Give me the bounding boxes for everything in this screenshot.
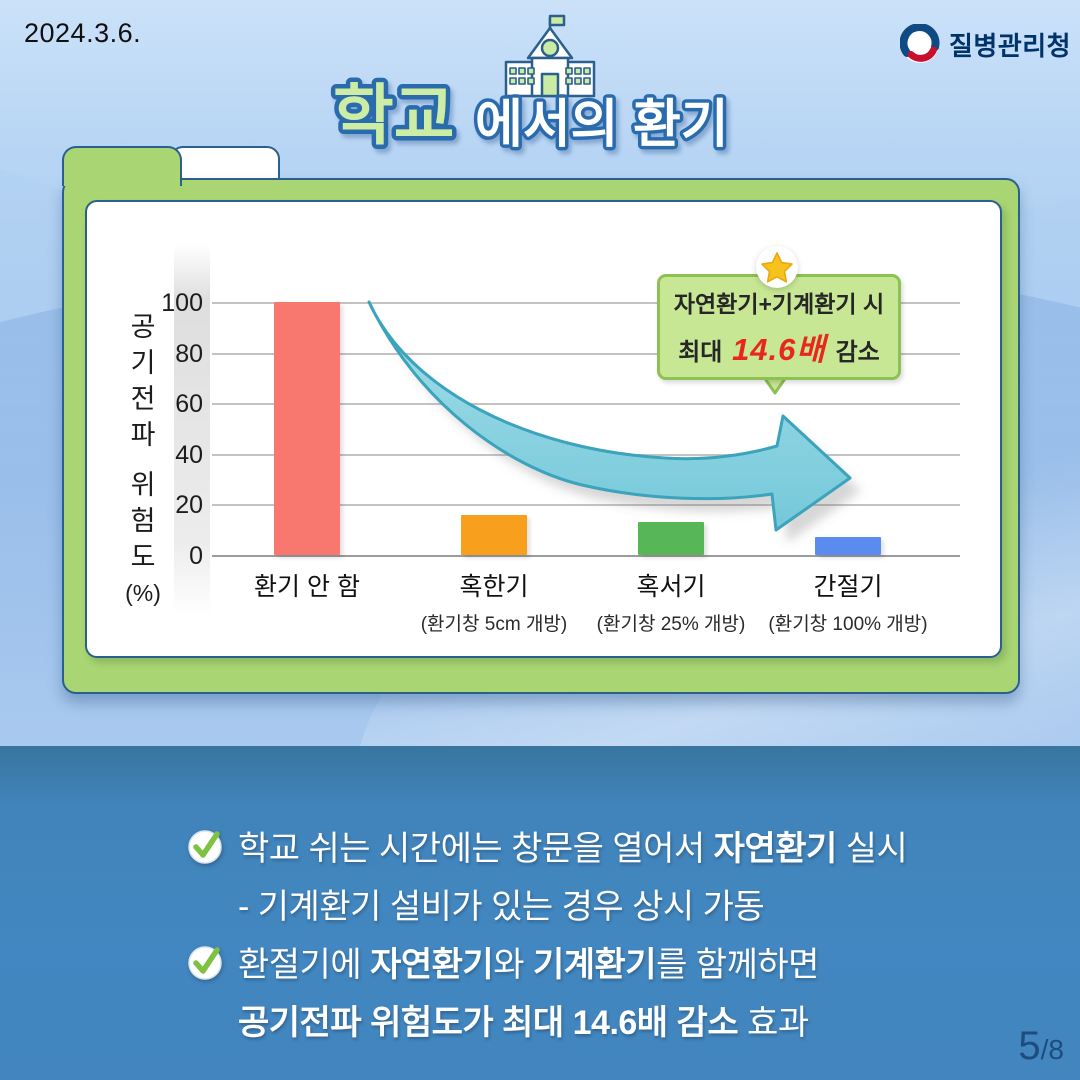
- kdca-logo: 질병관리청: [900, 24, 1071, 64]
- category-label: 혹한기 (환기창 5cm 개방): [399, 567, 589, 636]
- date-label: 2024.3.6.: [24, 18, 142, 48]
- star-icon: [756, 246, 798, 288]
- check-icon: [188, 830, 222, 864]
- annotation-callout: 자연환기+기계환기 시 최대 14.6배 감소: [657, 274, 901, 380]
- note-line: 공기전파 위험도가 최대 14.6배 감소 효과: [238, 994, 819, 1052]
- note-item: 학교 쉬는 시간에는 창문을 열어서 자연환기 실시 - 기계환기 설비가 있는 …: [186, 820, 908, 936]
- note-plaintext: 와: [493, 946, 533, 984]
- note-emphasis: 자연환기: [370, 946, 494, 984]
- gridline: [212, 403, 960, 406]
- y-tick-label: 0: [189, 542, 203, 570]
- note-plaintext: 환절기에: [238, 946, 371, 984]
- y-axis-title-char: 도: [130, 542, 156, 572]
- callout-line2: 최대 14.6배 감소: [678, 324, 880, 369]
- taegeuk-icon: [900, 24, 940, 63]
- title-green-part: 학교: [333, 78, 454, 152]
- note-text: 환절기에 자연환기와 기계환기를 함께하면 공기전파 위험도가 최대 14.6배 …: [238, 936, 819, 1052]
- y-axis-title-char: (%): [125, 580, 161, 606]
- page-number: 5/8: [1018, 1024, 1064, 1069]
- note-emphasis: 기계환기: [532, 946, 657, 984]
- note-plaintext: 학교 쉬는 시간에는 창문을 열어서: [238, 830, 714, 868]
- bar-1: [461, 514, 527, 555]
- school-icon: [504, 14, 596, 98]
- page-current: 5: [1018, 1024, 1041, 1068]
- page-title: 학교 에서의 환기: [329, 74, 733, 158]
- gridline: [212, 352, 960, 355]
- note-emphasis: 자연환기: [713, 830, 838, 868]
- y-tick-label: 60: [175, 390, 203, 419]
- y-axis-title-char: 파: [130, 420, 156, 450]
- y-axis-title-char: 기: [130, 348, 156, 378]
- note-plaintext: 를 함께하면: [656, 946, 819, 984]
- callout-prefix: 최대: [678, 339, 723, 366]
- note-text: 학교 쉬는 시간에는 창문을 열어서 자연환기 실시 - 기계환기 설비가 있는 …: [238, 820, 908, 936]
- y-tick-label: 40: [175, 440, 203, 469]
- note-line: 환절기에 자연환기와 기계환기를 함께하면: [238, 936, 819, 994]
- y-axis-title-char: 전: [130, 384, 156, 414]
- note-line: - 기계환기 설비가 있는 경우 상시 가동: [238, 878, 907, 936]
- category-name: 혹서기: [636, 573, 706, 601]
- y-axis-title-char: 공: [130, 312, 156, 342]
- bottom-section-background: [0, 746, 1080, 1080]
- check-icon: [188, 946, 222, 980]
- bar-2: [638, 522, 704, 555]
- gridline: [212, 504, 960, 507]
- folder-tab-front: [62, 146, 182, 186]
- category-subtext: (환기창 100% 개방): [768, 614, 928, 635]
- note-emphasis: 공기전파 위험도가 최대 14.6배 감소: [238, 1004, 739, 1042]
- callout-suffix: 감소: [835, 339, 880, 366]
- note-plaintext: - 기계환기 설비가 있는 경우 상시 가동: [238, 888, 765, 926]
- category-subtext: (환기창 5cm 개방): [420, 614, 568, 635]
- category-label: 간절기 (환기창 100% 개방): [753, 567, 943, 636]
- gridline: [212, 302, 960, 304]
- category-label: 환기 안 함: [212, 567, 402, 603]
- gridline: [212, 555, 960, 557]
- y-tick-label: 20: [175, 491, 203, 520]
- note-item: 환절기에 자연환기와 기계환기를 함께하면 공기전파 위험도가 최대 14.6배 …: [186, 936, 819, 1052]
- category-subtext: (환기창 25% 개방): [596, 614, 746, 635]
- page-total: /8: [1040, 1034, 1064, 1065]
- y-axis-title: 공 기 전 파 위 험 도 (%): [125, 314, 161, 616]
- category-name: 간절기: [813, 573, 883, 601]
- chart-panel: 공 기 전 파 위 험 도 (%) 100 80 60 40 20 0 환기 안 함 혹한기 (환기창 5c…: [85, 200, 1002, 658]
- decrease-arrow: [367, 300, 861, 543]
- y-axis-title-char: 위: [130, 470, 156, 500]
- note-plaintext: 효과: [738, 1004, 809, 1042]
- note-plaintext: 실시: [836, 830, 908, 868]
- note-line: 학교 쉬는 시간에는 창문을 열어서 자연환기 실시: [238, 820, 908, 878]
- org-name: 질병관리청: [949, 30, 1072, 61]
- y-axis-title-char: 험: [130, 506, 156, 536]
- callout-line1: 자연환기+기계환기 시: [673, 291, 885, 317]
- category-name: 혹한기: [459, 573, 529, 601]
- y-tick-label: 80: [175, 339, 203, 368]
- bar-3: [815, 537, 881, 555]
- y-axis-strip: [174, 244, 210, 616]
- category-name: 환기 안 함: [254, 573, 360, 601]
- y-tick-label: 100: [161, 289, 203, 317]
- title-white-part: 에서의 환기: [475, 96, 729, 154]
- callout-highlight: 14.6배: [732, 332, 826, 367]
- bar-0: [274, 302, 340, 555]
- category-label: 혹서기 (환기창 25% 개방): [576, 567, 766, 636]
